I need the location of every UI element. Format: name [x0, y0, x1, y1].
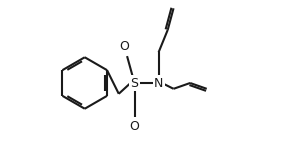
Text: N: N [154, 77, 163, 89]
Text: S: S [131, 77, 139, 89]
Text: O: O [119, 40, 129, 53]
Text: O: O [130, 121, 139, 133]
